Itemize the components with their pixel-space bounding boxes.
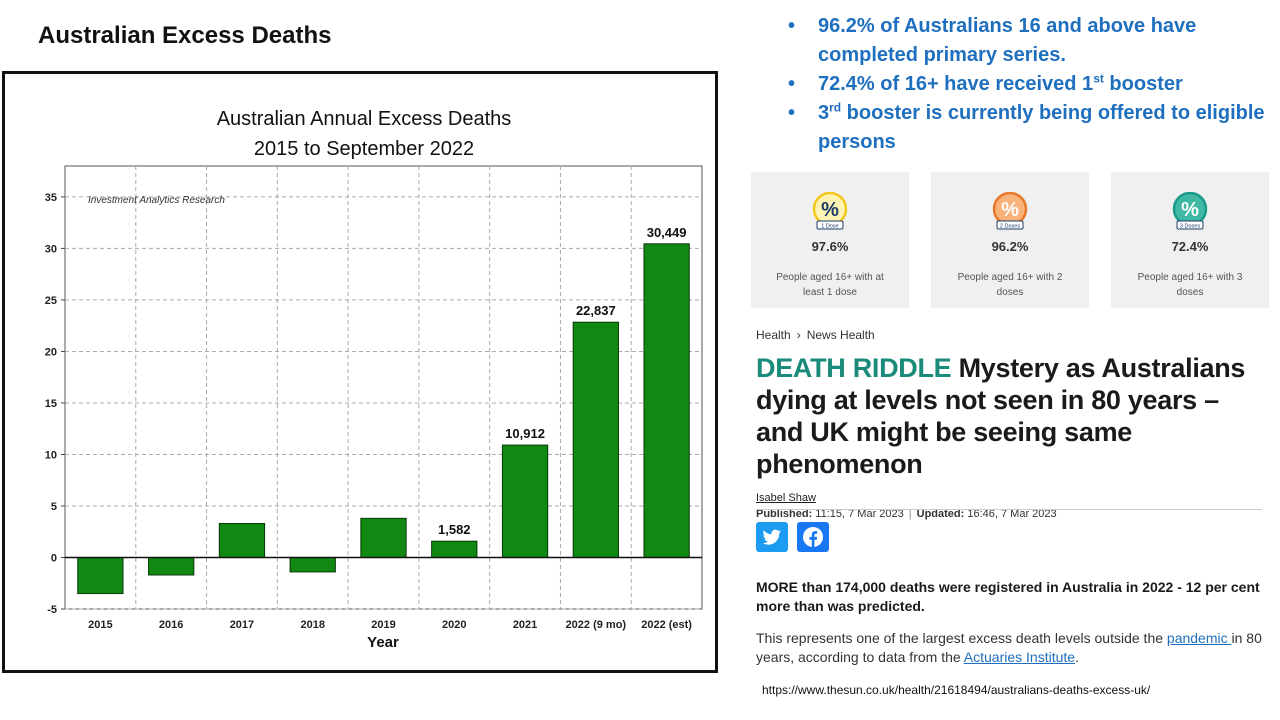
excess-deaths-chart: Australian Annual Excess Deaths 2015 to … bbox=[45, 108, 703, 651]
chart-watermark: Investment Analytics Research bbox=[88, 195, 225, 206]
y-tick-label: 0 bbox=[51, 552, 57, 564]
x-tick-label: 2017 bbox=[230, 619, 254, 631]
svg-text:3 Doses: 3 Doses bbox=[1180, 224, 1200, 230]
chart-frame: Australian Annual Excess Deaths 2015 to … bbox=[2, 71, 718, 673]
bar-2019 bbox=[360, 517, 407, 558]
svg-text:2 Doses: 2 Doses bbox=[1000, 224, 1020, 230]
x-tick-label: 2020 bbox=[442, 619, 466, 631]
y-tick-label: 20 bbox=[45, 346, 57, 358]
bar-2016 bbox=[148, 556, 195, 576]
dose-cards: % 1 Dose 97.6% People aged 16+ with at l… bbox=[751, 172, 1273, 308]
dose-card-1: % 1 Dose 97.6% People aged 16+ with at l… bbox=[751, 172, 909, 308]
article-divider bbox=[756, 509, 1262, 510]
bar-2020 bbox=[431, 540, 478, 558]
bar-2022-est- bbox=[643, 243, 690, 558]
breadcrumb-news-health[interactable]: News Health bbox=[806, 328, 875, 342]
twitter-share-button[interactable] bbox=[756, 522, 788, 552]
data-label: 10,912 bbox=[505, 426, 545, 441]
dose-card-2: % 2 Doses 96.2% People aged 16+ with 2 d… bbox=[931, 172, 1089, 308]
bar-2022-9-mo- bbox=[572, 321, 619, 558]
dose-description: People aged 16+ with 3 doses bbox=[1137, 272, 1243, 298]
x-axis-label: Year bbox=[367, 634, 399, 651]
y-tick-label: 35 bbox=[45, 192, 57, 204]
data-label: 22,837 bbox=[576, 303, 616, 318]
x-tick-label: 2022 (9 mo) bbox=[566, 619, 627, 631]
slide-title: Australian Excess Deaths bbox=[38, 22, 332, 49]
news-article: Health › News Health DEATH RIDDLE Mystery … bbox=[756, 328, 1266, 520]
svg-text:1 Dose: 1 Dose bbox=[821, 224, 838, 230]
bars-layer bbox=[77, 243, 690, 595]
bar-2021 bbox=[501, 444, 549, 558]
breadcrumb-health[interactable]: Health bbox=[756, 328, 791, 342]
svg-text:%: % bbox=[1001, 199, 1019, 221]
svg-text:%: % bbox=[1181, 199, 1199, 221]
facebook-share-button[interactable] bbox=[797, 522, 829, 552]
y-tick-label: 25 bbox=[45, 295, 57, 307]
article-body: This represents one of the largest exces… bbox=[756, 630, 1262, 665]
x-tick-label: 2015 bbox=[88, 619, 112, 631]
y-tick-label: 30 bbox=[45, 243, 57, 255]
bar-2017 bbox=[218, 522, 266, 558]
data-label: 1,582 bbox=[438, 522, 471, 537]
chevron-right-icon: › bbox=[796, 328, 801, 342]
chart-title: Australian Annual Excess Deaths bbox=[217, 108, 512, 130]
percent-badge-icon: % 2 Doses bbox=[992, 192, 1028, 230]
y-tick-label: -5 bbox=[47, 604, 57, 616]
data-label: 30,449 bbox=[647, 225, 687, 240]
labels-layer: -5 0 5 10 15 20 25 30 35 2015 2016 2017 2018 2019 2020… bbox=[45, 192, 693, 631]
headline-text: Mystery as Australians dying at levels n… bbox=[756, 353, 1246, 479]
bullet-item: 72.4% of 16+ have received 1st booster bbox=[786, 70, 1266, 99]
y-tick-label: 10 bbox=[45, 449, 57, 461]
dose-description: People aged 16+ with at least 1 dose bbox=[776, 272, 884, 298]
percent-badge-icon: % 3 Doses bbox=[1172, 192, 1208, 230]
article-headline: DEATH RIDDLE Mystery as Australians dyin… bbox=[756, 352, 1266, 480]
author-link[interactable]: Isabel Shaw bbox=[756, 492, 816, 504]
pandemic-link[interactable]: pandemic bbox=[1166, 630, 1232, 646]
grid-layer bbox=[61, 166, 702, 610]
chart-subtitle: 2015 to September 2022 bbox=[254, 138, 474, 160]
dose-value: 96.2% bbox=[991, 239, 1029, 254]
percent-badge-icon: % 1 Dose bbox=[812, 192, 848, 230]
dose-value: 72.4% bbox=[1171, 239, 1209, 254]
vaccination-bullets: 96.2% of Australians 16 and above have c… bbox=[786, 12, 1266, 157]
x-tick-label: 2022 (est) bbox=[641, 619, 692, 631]
dose-value: 97.6% bbox=[811, 239, 849, 254]
svg-text:%: % bbox=[821, 199, 839, 221]
facebook-icon bbox=[803, 527, 823, 547]
x-tick-label: 2019 bbox=[371, 619, 395, 631]
y-tick-label: 15 bbox=[45, 398, 57, 410]
actuaries-institute-link[interactable]: Actuaries Institute bbox=[963, 649, 1076, 665]
bullet-item: 3rd booster is currently being offered t… bbox=[786, 99, 1266, 157]
article-lead: MORE than 174,000 deaths were registered… bbox=[756, 579, 1260, 614]
twitter-icon bbox=[762, 529, 781, 545]
bar-2015 bbox=[77, 556, 124, 595]
source-url: https://www.thesun.co.uk/health/21618494… bbox=[762, 683, 1151, 697]
dose-description: People aged 16+ with 2 doses bbox=[957, 272, 1063, 298]
bar-2018 bbox=[289, 556, 336, 573]
dose-card-3: % 3 Doses 72.4% People aged 16+ with 3 d… bbox=[1111, 172, 1269, 308]
x-tick-label: 2018 bbox=[300, 619, 324, 631]
bullet-item: 96.2% of Australians 16 and above have c… bbox=[786, 12, 1266, 70]
headline-kicker: DEATH RIDDLE bbox=[756, 353, 952, 383]
x-tick-label: 2021 bbox=[513, 619, 537, 631]
publish-info: Published: 11:15, 7 Mar 2023 | Updated: 16… bbox=[756, 508, 1057, 520]
breadcrumb: Health › News Health bbox=[756, 328, 1266, 342]
x-tick-label: 2016 bbox=[159, 619, 183, 631]
y-tick-label: 5 bbox=[51, 501, 57, 513]
